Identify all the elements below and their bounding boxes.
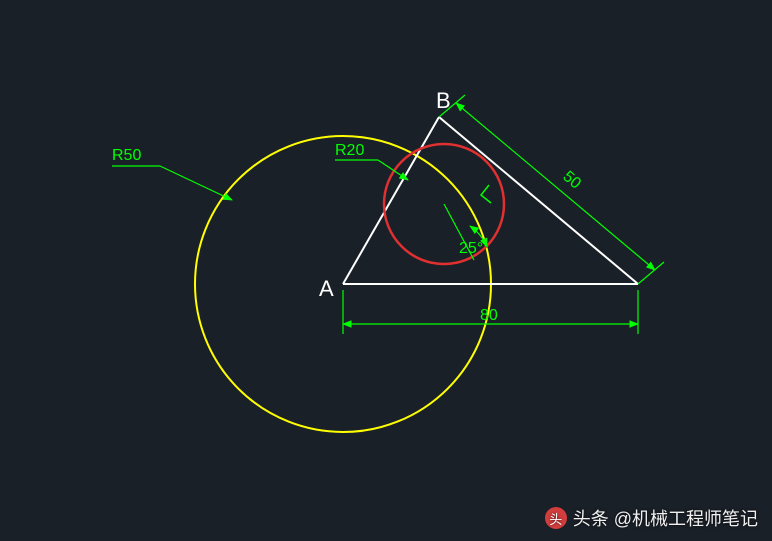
angle-value: 25° [459,240,483,257]
leader-r20-label: R20 [335,142,364,159]
cad-diagram: 25° 80 50 R50 R20 A B [0,0,772,541]
label-B: B [436,88,451,113]
dim-base-value: 80 [480,307,498,324]
leader-r20 [335,160,408,180]
watermark: 头 头条 @机械工程师笔记 [545,505,758,531]
watermark-logo-icon: 头 [545,507,567,529]
perp-mark [481,185,491,203]
leader-r50-label: R50 [112,147,141,164]
leader-r50 [112,166,232,200]
label-A: A [319,276,334,301]
watermark-text: 头条 @机械工程师笔记 [573,505,758,531]
dim-side-value: 50 [559,168,584,193]
